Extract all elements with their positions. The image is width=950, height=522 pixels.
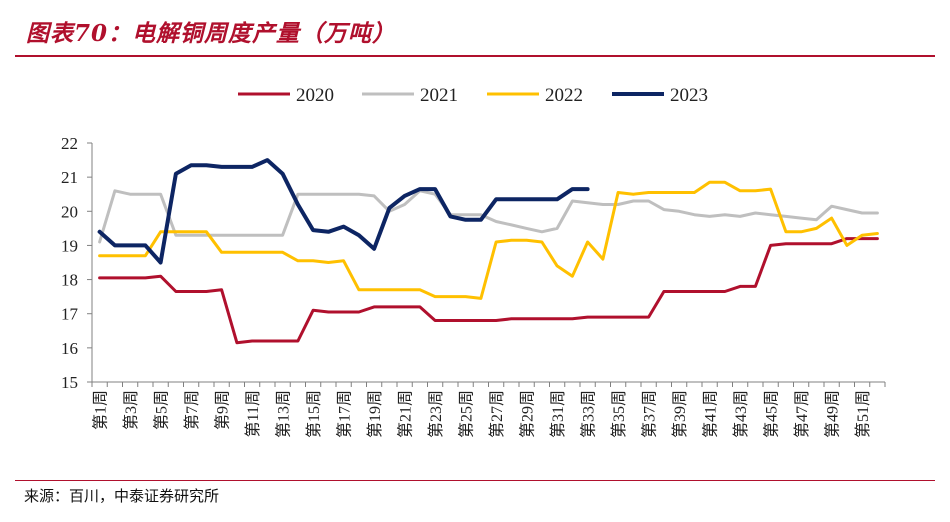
- source-note: 来源：百川，中泰证券研究所: [24, 487, 220, 505]
- x-tick-label: 第51周: [854, 390, 872, 438]
- x-tick-label: 第41周: [702, 390, 720, 438]
- legend-label-2020: 2020: [296, 85, 334, 106]
- series-line-2022: [98, 180, 879, 300]
- series-line-2023: [97, 158, 590, 265]
- y-tick-label: 19: [61, 236, 78, 255]
- y-tick-label: 21: [61, 168, 78, 187]
- legend-label-2023: 2023: [670, 85, 708, 106]
- x-tick-label: 第47周: [793, 390, 811, 438]
- y-tick-label: 16: [61, 339, 78, 358]
- y-tick-label: 20: [61, 202, 78, 221]
- x-tick-label: 第29周: [519, 390, 537, 438]
- x-tick-label: 第13周: [275, 390, 293, 438]
- x-tick-label: 第19周: [366, 390, 384, 438]
- x-tick-label: 第43周: [732, 390, 750, 438]
- x-tick-label: 第17周: [336, 390, 354, 438]
- y-tick-label: 18: [61, 271, 78, 290]
- title-bar: 图表70：电解铜周度产量（万吨）: [0, 0, 950, 57]
- x-tick-label: 第39周: [671, 390, 689, 438]
- x-tick-label: 第15周: [305, 390, 323, 438]
- x-tick-label: 第37周: [641, 390, 659, 438]
- legend-label-2021: 2021: [420, 85, 458, 106]
- x-tick-label: 第5周: [153, 390, 171, 430]
- x-tick-label: 第11周: [244, 390, 262, 437]
- title-divider: [15, 55, 935, 57]
- x-tick-label: 第3周: [122, 390, 140, 430]
- x-tick-label: 第9周: [214, 390, 232, 430]
- series-line-2020: [98, 237, 879, 345]
- y-tick-label: 17: [61, 305, 79, 324]
- y-tick-label: 15: [61, 373, 78, 392]
- x-tick-label: 第31周: [549, 390, 567, 438]
- y-tick-label: 22: [61, 134, 78, 153]
- x-tick-label: 第23周: [427, 390, 445, 438]
- x-tick-label: 第33周: [580, 390, 598, 438]
- x-tick-label: 第35周: [610, 390, 628, 438]
- x-tick-label: 第21周: [397, 390, 415, 438]
- series-line-2021: [98, 189, 879, 244]
- series-lines: [97, 158, 879, 345]
- chart-legend: 2020 2021 2022 2023: [238, 85, 708, 106]
- x-tick-label: 第45周: [763, 390, 781, 438]
- source-divider: [15, 480, 935, 481]
- y-axis: 15 16 17 18 19 20 21 22: [61, 134, 93, 392]
- x-tick-label: 第7周: [183, 390, 201, 430]
- x-tick-label: 第1周: [92, 390, 110, 430]
- x-tick-label: 第49周: [824, 390, 842, 438]
- x-axis: 第1周 第3周 第5周 第7周 第9周 第11周 第13周 第15周 第17周 第19周 第21周第…: [91, 381, 886, 438]
- x-tick-label: 第25周: [458, 390, 476, 438]
- x-tick-label: 第27周: [488, 390, 506, 438]
- legend-label-2022: 2022: [545, 85, 583, 106]
- page-title: 图表70：电解铜周度产量（万吨）: [26, 20, 397, 47]
